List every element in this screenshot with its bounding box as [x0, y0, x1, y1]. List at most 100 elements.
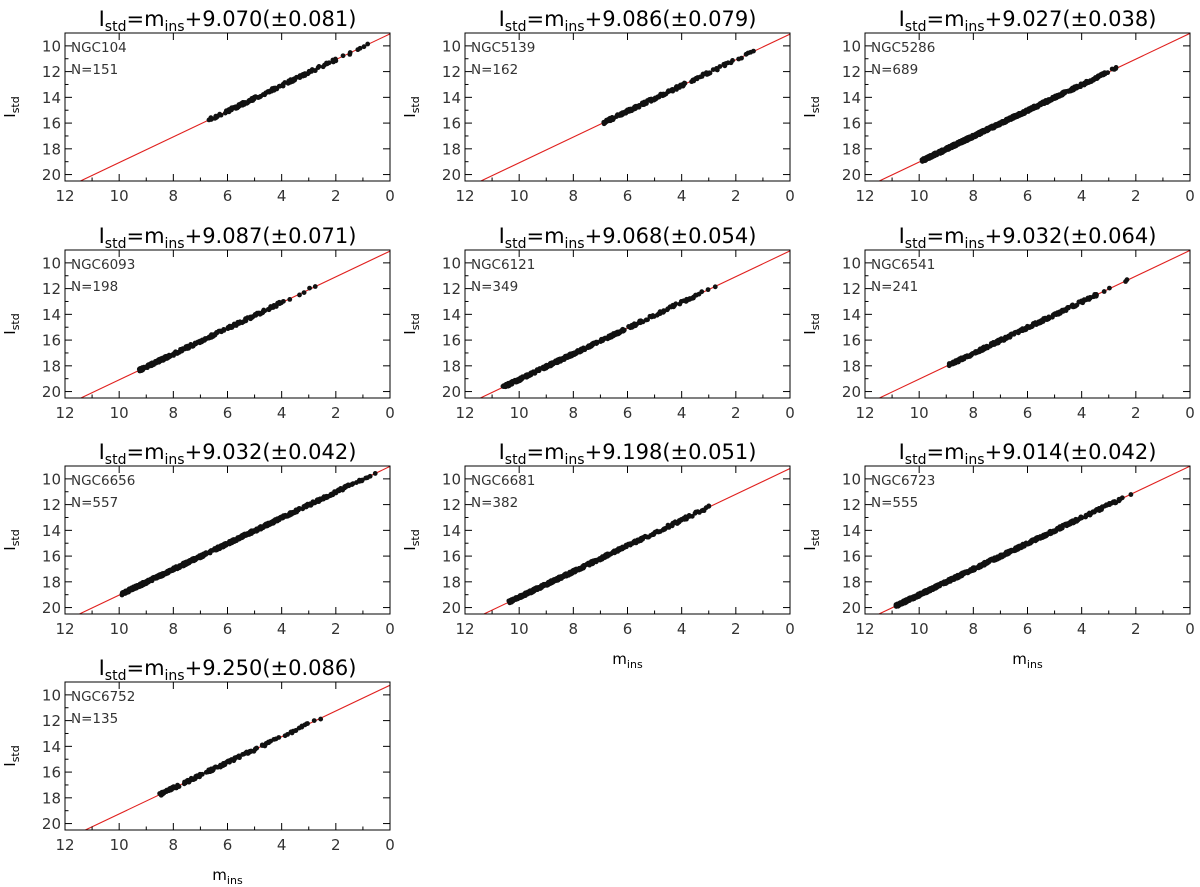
- data-point: [222, 760, 228, 766]
- data-point: [167, 785, 173, 791]
- data-point: [637, 537, 642, 543]
- data-point: [953, 141, 959, 147]
- data-point: [942, 580, 948, 586]
- y-tick-label: 10: [842, 37, 861, 55]
- data-point: [693, 75, 699, 81]
- panel-ngc6093: Istd=mins+9.087(±0.071)12 10 8 6 4 2 010121416…: [1, 224, 395, 422]
- y-tick-label: 18: [442, 357, 461, 375]
- data-point: [616, 547, 622, 552]
- data-point: [1017, 543, 1022, 549]
- data-point: [318, 716, 324, 722]
- data-point: [365, 41, 371, 47]
- data-point: [712, 284, 718, 290]
- data-point: [297, 75, 303, 80]
- data-point: [905, 597, 910, 603]
- data-point: [1056, 525, 1061, 531]
- data-point: [699, 289, 705, 295]
- y-tick-label: 20: [442, 383, 461, 401]
- y-tick-label: 14: [42, 738, 61, 756]
- scatter-points: [157, 716, 324, 798]
- star-count: N=349: [471, 279, 518, 295]
- data-point: [510, 596, 516, 602]
- data-point: [232, 755, 238, 761]
- y-tick-label: 10: [42, 37, 61, 55]
- data-point: [953, 573, 959, 579]
- scatter-points: [206, 41, 371, 123]
- data-point: [214, 547, 220, 553]
- data-point: [1039, 101, 1045, 107]
- x-tick-label: 6: [623, 620, 633, 638]
- x-tick-label: 8: [969, 620, 979, 638]
- scatter-points: [119, 471, 378, 598]
- x-tick-label: 12: [855, 620, 874, 638]
- data-point: [650, 313, 656, 318]
- cluster-name: NGC6723: [871, 473, 935, 489]
- panel-title: Istd=mins+9.032(±0.064): [899, 224, 1157, 252]
- data-point: [141, 365, 147, 371]
- data-point: [602, 120, 608, 125]
- y-tick-label: 16: [842, 115, 861, 133]
- data-point: [927, 587, 932, 593]
- cluster-name: NGC6752: [71, 689, 135, 705]
- data-point: [256, 310, 262, 316]
- data-point: [614, 331, 619, 337]
- data-point: [286, 78, 292, 84]
- y-tick-label: 18: [42, 573, 61, 591]
- x-tick-label: 10: [910, 620, 929, 638]
- x-tick-label: 0: [785, 187, 795, 205]
- data-point: [214, 114, 220, 120]
- data-point: [1085, 295, 1091, 301]
- data-point: [1091, 509, 1096, 515]
- x-tick-label: 2: [331, 620, 341, 638]
- data-point: [1006, 334, 1012, 340]
- data-point: [1084, 78, 1090, 84]
- data-point: [1113, 65, 1119, 70]
- x-axis-label: mins: [212, 866, 243, 887]
- data-point: [1092, 76, 1097, 82]
- x-axis-label: mins: [612, 650, 643, 671]
- data-point: [1001, 337, 1007, 343]
- y-tick-label: 14: [842, 306, 861, 324]
- data-point: [1051, 528, 1057, 534]
- data-point: [525, 372, 531, 378]
- y-tick-label: 12: [442, 496, 461, 514]
- x-tick-label: 6: [223, 187, 233, 205]
- data-point: [243, 750, 249, 756]
- data-point: [1023, 107, 1029, 113]
- y-tick-label: 14: [42, 306, 61, 324]
- data-point: [1100, 72, 1106, 78]
- data-point: [372, 471, 378, 476]
- data-point: [243, 100, 249, 106]
- x-tick-label: 12: [855, 187, 874, 205]
- data-point: [187, 558, 193, 563]
- x-tick-label: 12: [55, 404, 74, 422]
- data-point: [309, 67, 315, 72]
- y-tick-label: 12: [42, 280, 61, 298]
- data-point: [207, 769, 213, 774]
- star-count: N=198: [71, 279, 118, 295]
- x-tick-label: 6: [1023, 620, 1033, 638]
- y-tick-label: 18: [442, 573, 461, 591]
- data-point: [297, 292, 302, 298]
- data-point: [207, 549, 213, 555]
- panel-ngc6541: Istd=mins+9.032(±0.064)12 10 8 6 4 2 010121416…: [801, 224, 1195, 422]
- data-point: [1107, 285, 1112, 291]
- data-point: [700, 507, 706, 513]
- panel-title: Istd=mins+9.068(±0.054): [499, 224, 757, 252]
- x-tick-label: 0: [785, 620, 795, 638]
- panel-ngc6752: Istd=mins+9.250(±0.086)12 10 8 6 4 2 010121416…: [1, 656, 395, 887]
- y-axis-label: Istd: [1, 529, 22, 550]
- data-point: [580, 563, 586, 569]
- data-point: [280, 83, 286, 89]
- data-point: [309, 501, 314, 507]
- y-tick-label: 16: [42, 332, 61, 350]
- x-tick-label: 0: [385, 620, 395, 638]
- data-point: [682, 80, 688, 86]
- data-point: [529, 370, 534, 376]
- data-point: [1046, 98, 1051, 103]
- x-tick-label: 0: [385, 836, 395, 854]
- y-tick-label: 16: [442, 548, 461, 566]
- data-point: [1109, 66, 1115, 72]
- panel-title: Istd=mins+9.032(±0.042): [99, 440, 357, 468]
- data-point: [333, 490, 339, 496]
